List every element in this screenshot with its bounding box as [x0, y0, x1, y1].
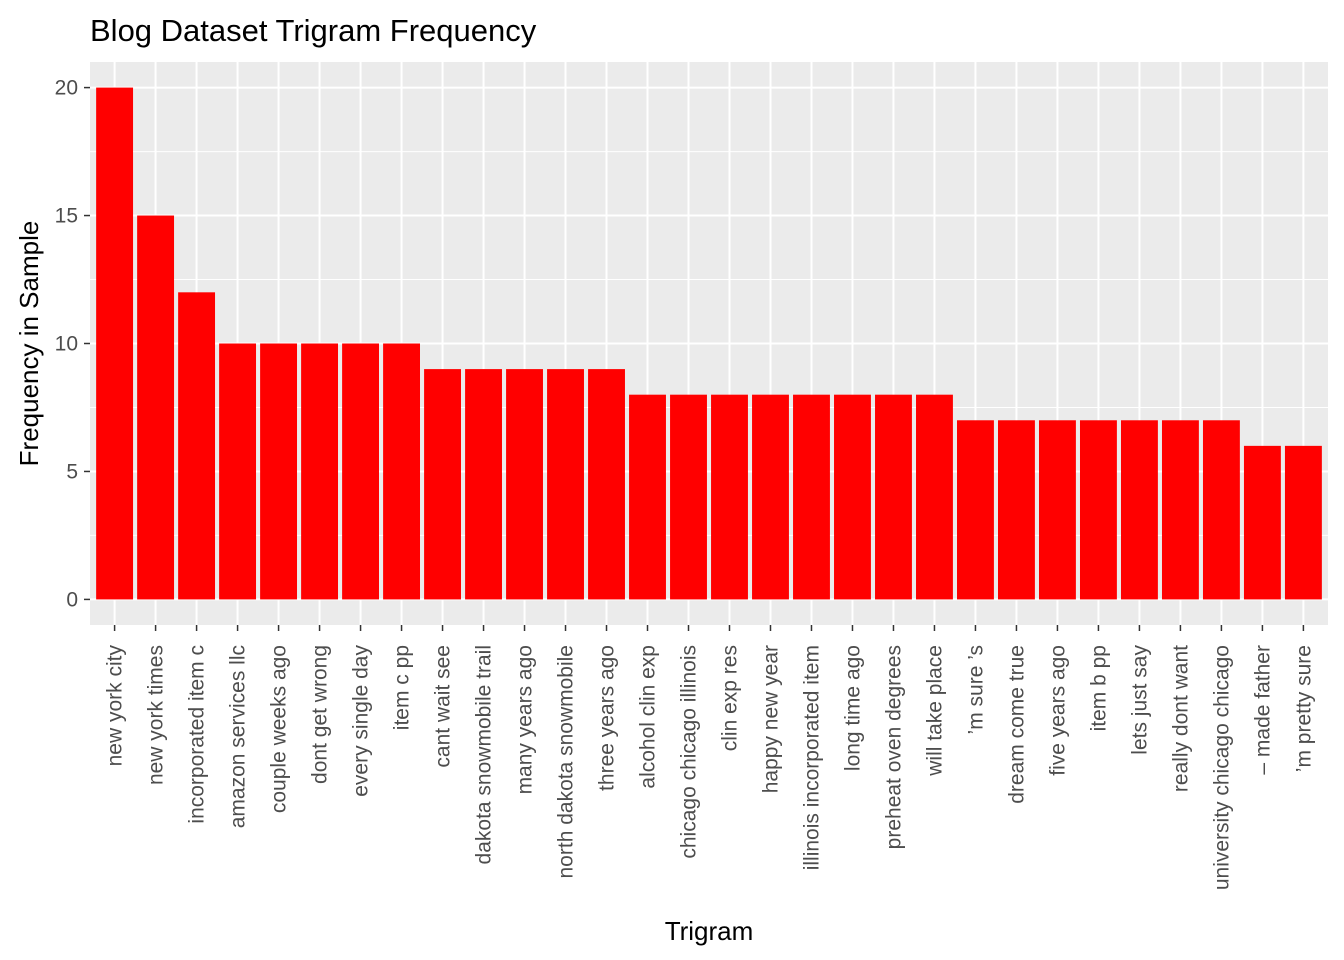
x-tick-label: dont get wrong — [309, 645, 332, 784]
bar — [342, 343, 380, 600]
x-tick-label: new york times — [145, 645, 168, 785]
bar — [875, 394, 912, 600]
bar — [588, 369, 625, 600]
y-axis-title: Frequency in Sample — [14, 221, 44, 467]
bar — [383, 343, 420, 600]
x-tick-label: lets just say — [1128, 645, 1151, 755]
bar — [957, 420, 994, 600]
x-tick-label: many years ago — [514, 645, 537, 794]
bar — [834, 394, 871, 600]
bar — [301, 343, 339, 600]
x-tick-label: every single day — [350, 645, 373, 797]
x-axis-title: Trigram — [665, 916, 754, 946]
x-tick-label: north dakota snowmobile — [555, 645, 578, 878]
y-tick-label: 10 — [55, 333, 78, 356]
bar — [629, 394, 666, 600]
bar — [465, 369, 502, 600]
bars-group — [96, 87, 1322, 600]
x-tick-label: ’m pretty sure — [1292, 645, 1315, 772]
x-tick-label: three years ago — [596, 645, 619, 791]
bar — [1202, 420, 1240, 600]
bar — [1243, 445, 1281, 600]
bar — [219, 343, 257, 600]
bar — [1284, 445, 1322, 600]
bar — [1120, 420, 1158, 600]
x-tick-label: amazon services llc — [227, 645, 250, 828]
bar — [711, 394, 748, 600]
x-tick-label: long time ago — [841, 645, 864, 771]
bar — [916, 394, 953, 600]
y-tick-label: 15 — [55, 205, 78, 228]
x-tick-label: five years ago — [1046, 645, 1069, 776]
bar — [424, 369, 461, 600]
y-tick-label: 20 — [55, 77, 78, 100]
x-tick-label: ’m sure ’s — [964, 645, 987, 734]
x-tick-label: will take place — [923, 645, 946, 777]
chart-title: Blog Dataset Trigram Frequency — [90, 13, 537, 48]
x-tick-label: really dont want — [1169, 645, 1192, 792]
bar — [793, 394, 830, 600]
y-axis: 0 5 10 15 20 — [55, 77, 90, 611]
x-tick-label: item c pp — [391, 645, 414, 730]
x-tick-label: university chicago chicago — [1210, 645, 1233, 890]
bar — [670, 394, 707, 600]
x-tick-label: dakota snowmobile trail — [473, 645, 496, 864]
x-tick-label: alcohol clin exp — [637, 645, 660, 789]
bar — [96, 87, 134, 600]
x-tick-label: item b pp — [1087, 645, 1110, 731]
x-tick-label: new york city — [104, 645, 127, 767]
x-tick-label: clin exp res — [718, 645, 741, 751]
bar — [1038, 420, 1076, 600]
x-tick-label: cant wait see — [432, 645, 455, 768]
x-tick-label: chicago chicago illinois — [678, 645, 701, 859]
bar — [506, 369, 543, 600]
x-tick-label: incorporated item c — [186, 645, 209, 824]
x-tick-label: dream come true — [1005, 645, 1028, 804]
bar — [260, 343, 298, 600]
bar — [547, 369, 584, 600]
bar — [137, 215, 175, 600]
bar — [1079, 420, 1117, 600]
x-tick-label: illinois incorporated item — [800, 645, 823, 870]
x-tick-label: couple weeks ago — [268, 645, 291, 813]
bar — [998, 420, 1035, 600]
bar — [1161, 420, 1199, 600]
x-axis: new york city new york times incorporated … — [104, 625, 1315, 890]
x-tick-label: preheat oven degrees — [882, 645, 905, 849]
bar — [178, 292, 216, 600]
x-tick-label: happy new year — [759, 645, 782, 793]
bar — [752, 394, 789, 600]
y-tick-label: 5 — [66, 460, 78, 483]
x-tick-label: – made father — [1251, 645, 1274, 775]
y-tick-label: 0 — [66, 588, 78, 611]
